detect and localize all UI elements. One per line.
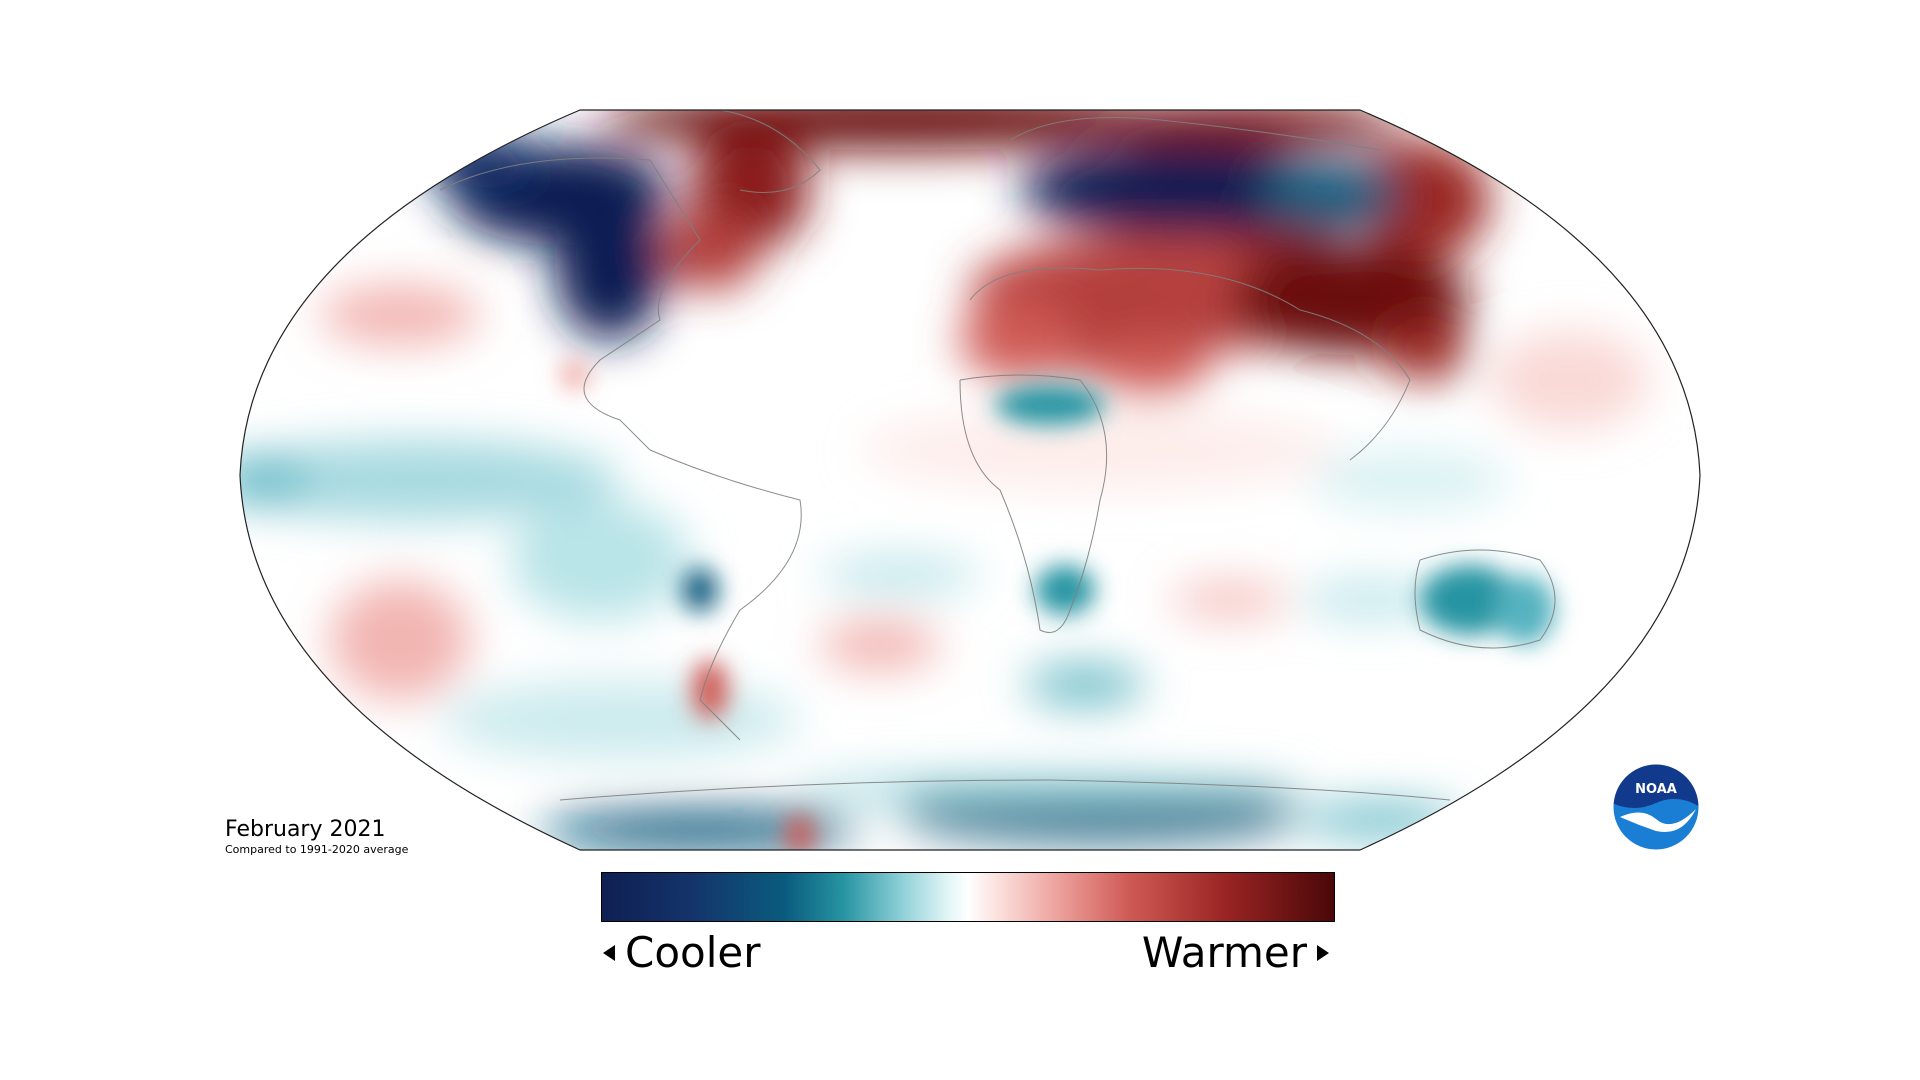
title-block: February 2021 Compared to 1991-2020 aver…: [225, 817, 409, 857]
continent-outlines: [439, 110, 1556, 801]
cooler-text: Cooler: [625, 928, 761, 977]
colorbar: [601, 872, 1335, 922]
svg-text:NOAA: NOAA: [1635, 782, 1677, 797]
warmer-legend-label: Warmer: [1142, 928, 1329, 977]
triangle-right-icon: [1317, 944, 1329, 961]
noaa-logo-icon: NOAA: [1612, 763, 1700, 851]
map-subtitle: Compared to 1991-2020 average: [225, 843, 409, 857]
map-border: [239, 109, 1701, 851]
cooler-legend-label: Cooler: [603, 928, 761, 977]
map-title: February 2021: [225, 817, 386, 842]
warmer-text: Warmer: [1141, 928, 1307, 977]
triangle-left-icon: [603, 944, 615, 961]
